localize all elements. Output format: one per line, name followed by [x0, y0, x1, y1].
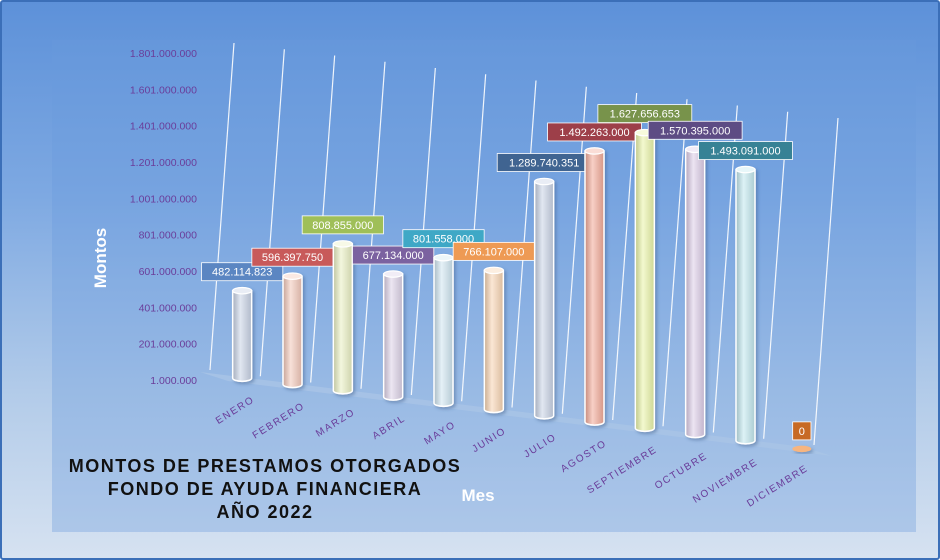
bar-top	[735, 165, 756, 174]
y-tick-label: 1.000.000	[150, 375, 197, 387]
data-label-box	[792, 421, 812, 441]
bar-body	[332, 243, 354, 395]
bar-top	[792, 445, 812, 453]
bar	[483, 266, 505, 414]
chart-title-line-2: FONDO DE AYUDA FINANCIERA	[107, 479, 423, 499]
data-label-text: 1.570.395.000	[660, 125, 730, 137]
data-label-text: 596.397.750	[262, 252, 323, 264]
data-label: 1.570.395.000	[647, 120, 743, 140]
data-label: 677.134.000	[352, 245, 435, 265]
data-label-text: 1.493.091.000	[710, 146, 780, 158]
grid-line	[813, 117, 839, 446]
bar	[792, 445, 812, 453]
data-label-text: 0	[799, 426, 805, 438]
data-label: 808.855.000	[301, 215, 384, 235]
bar	[231, 286, 253, 383]
data-label-box	[698, 141, 793, 160]
bar	[533, 177, 555, 420]
bar	[382, 270, 404, 401]
chart-floor	[200, 372, 832, 456]
data-label-box	[597, 104, 693, 124]
bar-body	[634, 131, 656, 433]
y-tick-label: 201.000.000	[139, 339, 198, 351]
bar-body	[231, 289, 253, 383]
bar-top	[232, 286, 253, 295]
y-tick-label: 1.001.000.000	[130, 193, 197, 205]
bar-body	[483, 269, 505, 414]
bar	[634, 128, 656, 433]
y-tick-label: 1.201.000.000	[130, 157, 197, 169]
bar-body	[584, 150, 605, 426]
bar-top	[534, 177, 555, 186]
bar-body	[684, 148, 706, 439]
grid-line	[259, 49, 285, 377]
data-label-text: 677.134.000	[363, 250, 424, 262]
grid-line	[763, 111, 789, 439]
bar-body	[433, 256, 454, 408]
grid-line	[209, 42, 235, 371]
y-tick-label: 1.401.000.000	[130, 121, 197, 133]
data-label-text: 808.855.000	[312, 220, 373, 232]
bar	[332, 240, 354, 395]
y-tick-label: 401.000.000	[139, 302, 198, 314]
bar	[684, 145, 706, 439]
data-label: 0	[792, 421, 812, 441]
chart-title-line-3: AÑO 2022	[216, 502, 314, 522]
data-label: 1.492.263.000	[547, 122, 642, 142]
data-label-text: 766.107.000	[463, 246, 524, 258]
data-label-box	[352, 245, 435, 265]
y-tick-label: 1.801.000.000	[130, 48, 197, 60]
bar	[735, 165, 756, 445]
chart-title: MONTOS DE PRESTAMOS OTORGADOS FONDO DE A…	[60, 455, 470, 524]
grid-line	[712, 105, 738, 433]
chart-title-line-1: MONTOS DE PRESTAMOS OTORGADOS	[68, 456, 462, 476]
data-label-text: 1.492.263.000	[559, 127, 629, 139]
x-axis-title: Mes	[461, 486, 494, 505]
data-label-box	[201, 262, 284, 282]
y-tick-label: 601.000.000	[139, 266, 198, 278]
data-label: 482.114.823	[201, 262, 284, 282]
bar	[584, 147, 605, 426]
data-label-box	[647, 120, 743, 140]
bar	[433, 253, 454, 408]
data-label-text: 1.289.740.351	[509, 158, 579, 170]
bar-top	[584, 147, 605, 155]
bar-top	[483, 266, 504, 275]
data-label-text: 1.627.656.653	[610, 109, 680, 121]
grid-line	[662, 99, 688, 427]
data-label: 766.107.000	[452, 241, 535, 261]
y-axis-title: Montos	[91, 228, 110, 288]
data-label: 1.627.656.653	[597, 104, 693, 124]
grid-line	[612, 92, 638, 421]
bar	[282, 272, 303, 389]
bar-body	[282, 275, 303, 389]
data-label: 1.493.091.000	[698, 141, 793, 160]
data-label-box	[301, 215, 384, 235]
data-label: 596.397.750	[251, 247, 334, 267]
data-label: 1.289.740.351	[496, 153, 592, 172]
y-tick-label: 801.000.000	[139, 230, 198, 242]
bar-body	[533, 180, 555, 420]
data-label-text: 482.114.823	[212, 267, 272, 279]
bar-top	[433, 253, 454, 262]
bar-body	[735, 168, 756, 445]
bar-top	[383, 270, 404, 278]
y-tick-label: 1.601.000.000	[130, 84, 197, 96]
bar-top	[332, 240, 353, 248]
bar-top	[282, 272, 303, 281]
bar-body	[382, 273, 404, 401]
